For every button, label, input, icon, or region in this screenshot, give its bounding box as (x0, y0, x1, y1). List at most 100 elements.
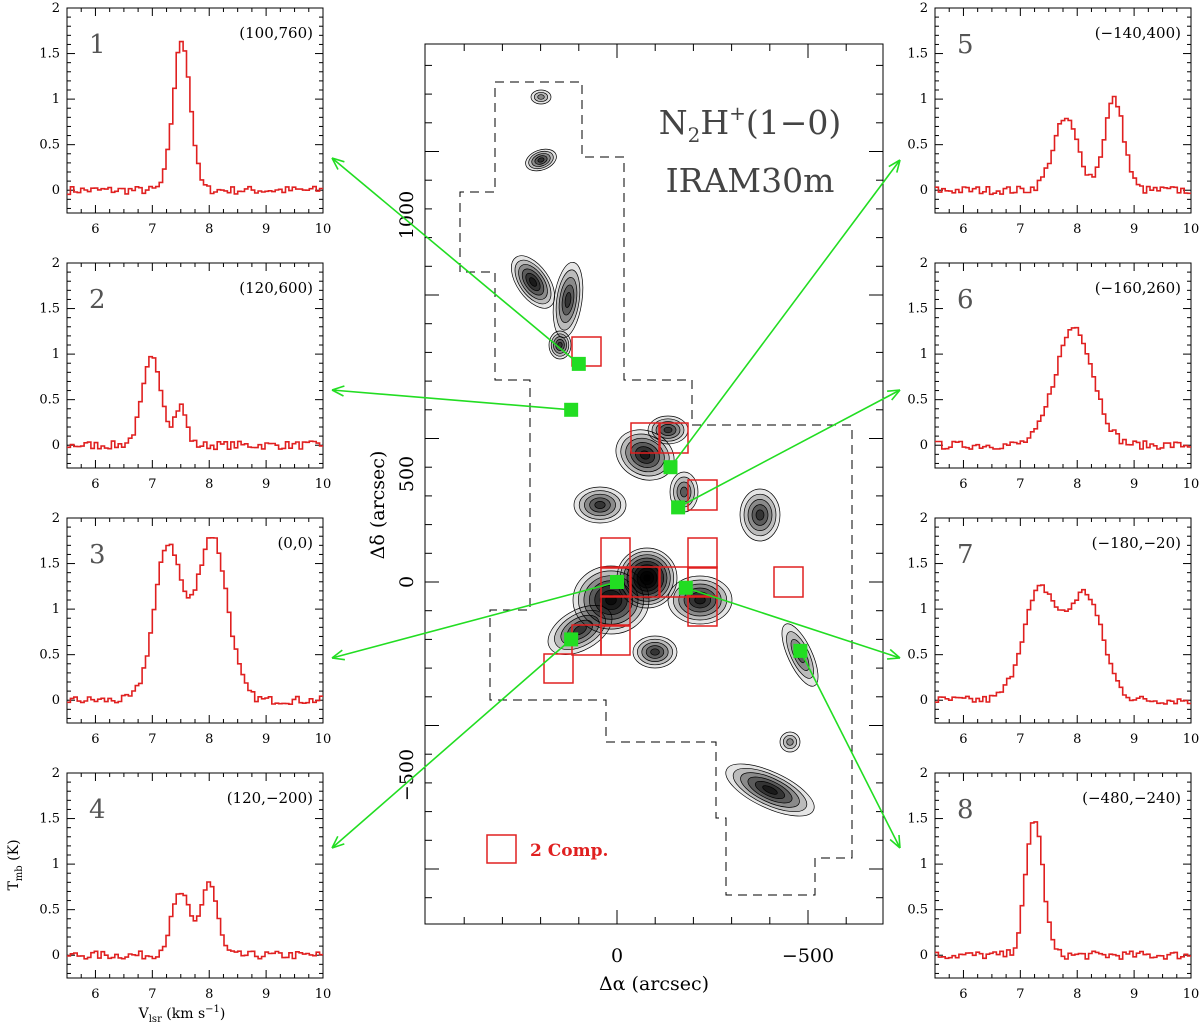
y-tick-label: 0.5 (907, 393, 928, 408)
contour-level (645, 645, 665, 659)
contour-level (573, 486, 627, 524)
x-tick-label: 9 (1130, 477, 1138, 492)
y-tick-label: 1.5 (907, 302, 928, 317)
y-tick-label: 2 (920, 1, 928, 16)
spectrum-panel-3: 6 7 8 9 10 0 0.5 1 1.5 2 3 (0,0) (39, 511, 331, 747)
map-xtick-label: 0 (611, 945, 623, 967)
map-frame (424, 43, 884, 925)
spectrum-line (935, 821, 1191, 960)
contour-level (643, 574, 651, 582)
panel-number: 7 (957, 540, 974, 570)
contour-level (755, 509, 765, 521)
footprint-outline (459, 81, 853, 896)
arrow-head (886, 648, 901, 660)
x-tick-label: 10 (1183, 477, 1200, 492)
map-xtick-label: −500 (782, 945, 834, 967)
contour-level (537, 157, 545, 163)
connector-arrows (331, 157, 901, 849)
map-ylabel: Δδ (arcsec) (367, 451, 389, 560)
y-tick-label: 0.5 (39, 138, 60, 153)
position-marker-2 (564, 402, 579, 417)
contour-level (751, 504, 769, 526)
y-tick-label: 2 (52, 766, 60, 781)
x-tick-label: 7 (1016, 477, 1024, 492)
x-tick-label: 8 (205, 732, 213, 747)
contour-level (558, 277, 578, 323)
spectrum-panel-2: 6 7 8 9 10 0 0.5 1 1.5 2 2 (120,600) (39, 256, 331, 492)
contour-level (632, 635, 678, 669)
y-tick-label: 0.5 (907, 648, 928, 663)
contour-level (655, 421, 681, 439)
x-tick-label: 10 (1183, 732, 1200, 747)
two-component-box (571, 336, 602, 367)
x-tick-label: 10 (1183, 987, 1200, 1002)
position-marker-5 (663, 460, 678, 475)
y-tick-label: 0.5 (39, 648, 60, 663)
x-tick-label: 9 (262, 222, 270, 237)
spectrum-line (67, 881, 323, 960)
x-tick-label: 9 (262, 987, 270, 1002)
two-component-box (659, 422, 689, 454)
spectrum-line (935, 95, 1191, 196)
connector-line (331, 389, 572, 411)
n2h-map: N2H+(1−0) IRAM30m 2 Comp. 0 −500 Δα (arc… (367, 43, 884, 995)
x-tick-label: 9 (1130, 987, 1138, 1002)
shared-ylabel: Tmb (K) (6, 839, 25, 890)
position-marker-1 (571, 356, 586, 371)
y-tick-label: 2 (920, 511, 928, 526)
position-marker-6 (671, 500, 686, 515)
y-tick-label: 0 (920, 693, 928, 708)
contour-level (747, 499, 773, 531)
arrow-head (887, 389, 901, 401)
two-component-box (773, 566, 804, 598)
x-tick-label: 7 (148, 987, 156, 1002)
position-marker-4 (564, 632, 579, 647)
x-tick-label: 6 (91, 222, 99, 237)
x-tick-label: 10 (1183, 222, 1200, 237)
contour-level (533, 91, 549, 103)
contour-level (739, 488, 781, 542)
contour-level (550, 333, 570, 357)
y-tick-label: 0 (920, 948, 928, 963)
panel-number: 4 (89, 795, 106, 825)
x-tick-label: 7 (1016, 987, 1024, 1002)
spectrum-line (935, 584, 1191, 705)
connector-line (331, 581, 618, 659)
panel-number: 6 (957, 285, 974, 315)
contour-level (561, 284, 575, 316)
panel-number: 3 (89, 540, 106, 570)
legend-label: 2 Comp. (530, 841, 608, 861)
x-tick-label: 9 (262, 477, 270, 492)
connector-line (331, 157, 580, 365)
y-tick-label: 1 (52, 92, 60, 107)
x-tick-label: 10 (315, 987, 332, 1002)
x-tick-label: 9 (1130, 732, 1138, 747)
y-tick-label: 0 (52, 183, 60, 198)
y-tick-label: 1 (920, 92, 928, 107)
spectrum-panel-7: 6 7 8 9 10 0 0.5 1 1.5 2 7 (−180,−20) (907, 511, 1199, 747)
y-tick-label: 2 (52, 256, 60, 271)
y-tick-label: 0 (52, 438, 60, 453)
x-tick-label: 9 (262, 732, 270, 747)
map-ytick-label: 0 (396, 576, 418, 588)
contour-level (528, 150, 554, 170)
x-tick-label: 8 (1073, 987, 1081, 1002)
x-tick-label: 9 (1130, 222, 1138, 237)
y-tick-label: 0.5 (39, 393, 60, 408)
contour-level (564, 292, 572, 308)
two-component-box (543, 653, 574, 684)
x-tick-label: 8 (205, 987, 213, 1002)
map-telescope: IRAM30m (666, 161, 835, 200)
x-tick-label: 7 (148, 732, 156, 747)
two-component-box (630, 566, 660, 598)
contour-level (650, 648, 660, 656)
contour-level (594, 501, 606, 509)
y-tick-label: 0 (52, 948, 60, 963)
spectrum-panel-1: 6 7 8 9 10 0 0.5 1 1.5 2 1 (100,760) (39, 1, 331, 237)
contour-level (578, 490, 622, 520)
survey-footprint (459, 81, 853, 896)
x-tick-label: 8 (1073, 477, 1081, 492)
two-component-box (600, 595, 631, 627)
contour-level (529, 277, 537, 287)
y-tick-label: 1.5 (907, 557, 928, 572)
